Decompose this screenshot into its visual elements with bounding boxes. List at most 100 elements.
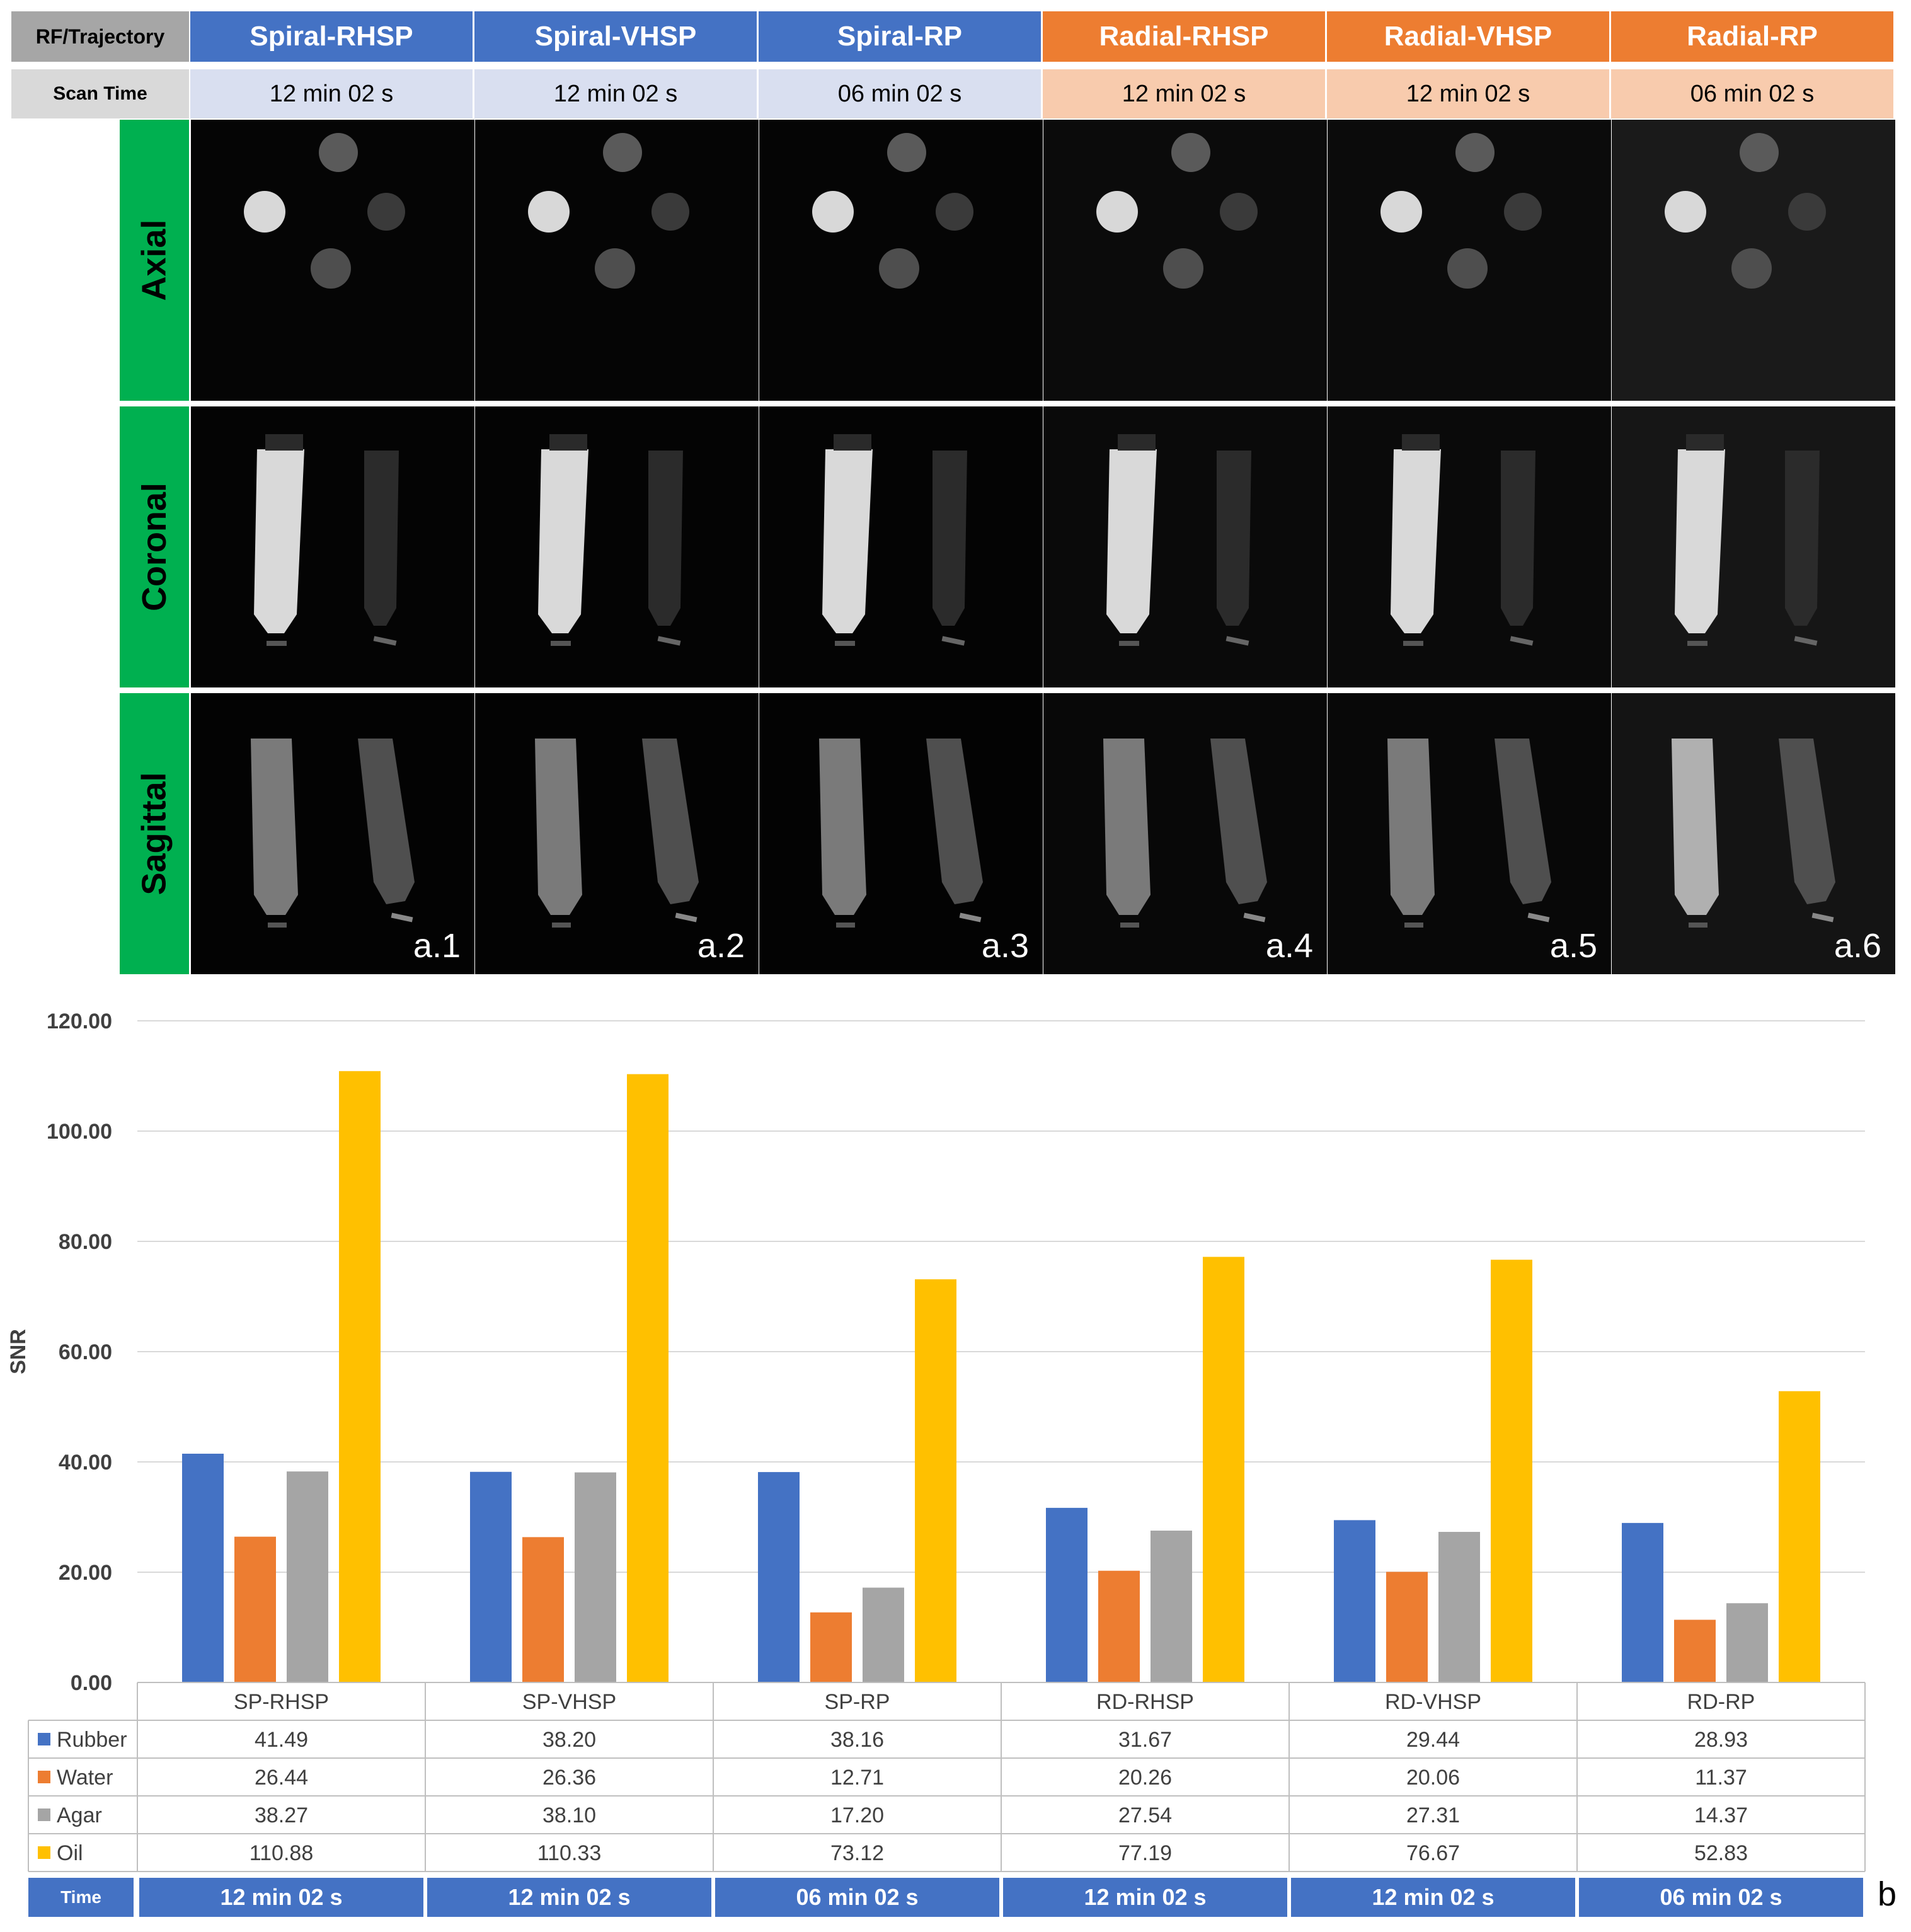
image-id-label: a.5 [1549, 927, 1597, 965]
bar-water-rd-rp [1674, 1619, 1716, 1682]
bar-agar-sp-vhsp [575, 1472, 616, 1682]
bar-rubber-sp-rp [758, 1472, 800, 1682]
panel-label-b: b [1878, 1875, 1897, 1913]
bar-water-sp-rp [810, 1612, 852, 1682]
scan-time-radial-rp: 06 min 02 s [1611, 69, 1893, 118]
time-row-value: 12 min 02 s [1291, 1878, 1575, 1917]
data-value-rubber: 29.44 [1406, 1728, 1460, 1752]
data-value-agar: 17.20 [830, 1803, 884, 1827]
y-axis-title: SNR [6, 1329, 30, 1374]
data-value-rubber: 28.93 [1694, 1728, 1748, 1752]
data-value-agar: 27.31 [1406, 1803, 1460, 1827]
mri-image-coronal-5 [1328, 406, 1611, 687]
bar-agar-rd-rp [1726, 1603, 1768, 1682]
trajectory-header-spiral-vhsp: Spiral-VHSP [474, 11, 757, 62]
mri-image-sagittal-2: a.2 [475, 693, 759, 974]
mri-image-sagittal-3: a.3 [759, 693, 1043, 974]
data-value-rubber: 31.67 [1118, 1728, 1172, 1752]
data-value-oil: 76.67 [1406, 1841, 1460, 1865]
data-value-water: 26.36 [542, 1766, 596, 1790]
scan-time-label: Scan Time [11, 69, 189, 118]
bar-oil-sp-rp [915, 1279, 956, 1682]
legend-swatch-rubber [38, 1733, 50, 1745]
y-tick-label: 80.00 [59, 1230, 112, 1254]
data-value-oil: 77.19 [1118, 1841, 1172, 1865]
scan-time-radial-vhsp: 12 min 02 s [1327, 69, 1609, 118]
category-label: RD-VHSP [1385, 1690, 1481, 1714]
bar-oil-rd-rhsp [1203, 1256, 1244, 1682]
data-value-rubber: 41.49 [255, 1728, 308, 1752]
data-value-agar: 38.27 [255, 1803, 308, 1827]
mri-image-axial-1 [191, 120, 474, 401]
legend-swatch-water [38, 1771, 50, 1783]
data-value-rubber: 38.20 [542, 1728, 596, 1752]
legend-label-rubber: Rubber [57, 1728, 127, 1752]
category-label: RD-RP [1687, 1690, 1755, 1714]
y-tick-label: 20.00 [59, 1561, 112, 1585]
data-value-oil: 73.12 [830, 1841, 884, 1865]
y-tick-label: 0.00 [71, 1671, 112, 1695]
image-id-label: a.2 [697, 927, 745, 965]
mri-image-axial-6 [1612, 120, 1895, 401]
mri-image-coronal-1 [191, 406, 474, 687]
view-label-sagittal: Sagittal [120, 693, 189, 974]
mri-image-sagittal-5: a.5 [1328, 693, 1611, 974]
bar-rubber-sp-vhsp [470, 1471, 512, 1682]
bar-oil-sp-rhsp [339, 1071, 381, 1682]
data-value-water: 11.37 [1695, 1766, 1747, 1790]
category-label: RD-RHSP [1096, 1690, 1194, 1714]
bar-agar-rd-rhsp [1151, 1531, 1192, 1682]
category-label: SP-RHSP [234, 1690, 329, 1714]
trajectory-header-spiral-rhsp: Spiral-RHSP [190, 11, 473, 62]
bar-oil-rd-rp [1779, 1391, 1820, 1682]
scan-time-radial-rhsp: 12 min 02 s [1043, 69, 1325, 118]
category-label: SP-RP [825, 1690, 890, 1714]
time-row-value: 06 min 02 s [715, 1878, 999, 1917]
snr-bar-chart: 0.00 20.00 40.00 60.00 80.00 100.00 120.00 SNR S… [6, 1009, 1866, 1872]
bar-agar-rd-vhsp [1438, 1532, 1480, 1682]
data-value-oil: 110.33 [537, 1841, 601, 1865]
data-value-agar: 27.54 [1118, 1803, 1172, 1827]
mri-image-sagittal-1: a.1 [191, 693, 474, 974]
trajectory-header-radial-rp: Radial-RP [1611, 11, 1893, 62]
data-value-agar: 14.37 [1694, 1803, 1748, 1827]
data-value-oil: 110.88 [250, 1841, 313, 1865]
bar-water-sp-vhsp [522, 1537, 564, 1682]
view-label-axial: Axial [120, 120, 189, 401]
mri-image-coronal-6 [1612, 406, 1895, 687]
bar-oil-rd-vhsp [1491, 1260, 1532, 1682]
data-value-water: 20.06 [1406, 1766, 1460, 1790]
data-value-water: 12.71 [830, 1766, 884, 1790]
data-value-water: 20.26 [1118, 1766, 1172, 1790]
scan-time-spiral-rp: 06 min 02 s [759, 69, 1041, 118]
bar-oil-sp-vhsp [627, 1074, 669, 1682]
data-value-agar: 38.10 [542, 1803, 596, 1827]
data-value-rubber: 38.16 [830, 1728, 884, 1752]
trajectory-header-spiral-rp: Spiral-RP [759, 11, 1041, 62]
mri-image-axial-4 [1043, 120, 1327, 401]
image-id-label: a.4 [1265, 927, 1313, 965]
mri-image-coronal-4 [1043, 406, 1327, 687]
legend-label-water: Water [57, 1766, 113, 1790]
view-label-coronal: Coronal [120, 406, 189, 687]
bar-rubber-sp-rhsp [182, 1453, 224, 1682]
time-row-value: 12 min 02 s [427, 1878, 711, 1917]
time-row-value: 06 min 02 s [1579, 1878, 1863, 1917]
image-id-label: a.6 [1834, 927, 1881, 965]
bar-water-rd-vhsp [1386, 1572, 1428, 1682]
mri-image-axial-3 [759, 120, 1043, 401]
category-label: SP-VHSP [522, 1690, 616, 1714]
legend-label-agar: Agar [57, 1803, 102, 1827]
image-id-label: a.1 [413, 927, 461, 965]
bar-rubber-rd-rhsp [1046, 1507, 1087, 1682]
trajectory-header-radial-vhsp: Radial-VHSP [1327, 11, 1609, 62]
rf-trajectory-label: RF/Trajectory [11, 11, 189, 62]
mri-image-coronal-3 [759, 406, 1043, 687]
bar-water-rd-rhsp [1098, 1570, 1140, 1682]
mri-image-sagittal-6: a.6 [1612, 693, 1895, 974]
scan-time-spiral-vhsp: 12 min 02 s [474, 69, 757, 118]
bar-rubber-rd-vhsp [1334, 1520, 1375, 1682]
legend-swatch-agar [38, 1808, 50, 1821]
legend-swatch-oil [38, 1846, 50, 1859]
data-value-oil: 52.83 [1694, 1841, 1748, 1865]
